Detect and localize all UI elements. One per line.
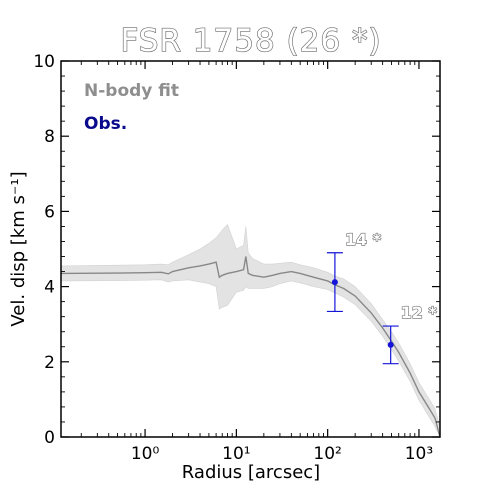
obs-point: [387, 341, 394, 348]
x-tick-label: 10⁰: [131, 444, 160, 464]
obs-point: [331, 279, 338, 286]
chart-title: FSR 1758 (26 *): [120, 23, 381, 59]
x-tick-label: 10¹: [222, 444, 250, 464]
x-tick-label: 10²: [313, 444, 341, 464]
y-tick-label: 0: [44, 428, 55, 448]
obs-count-label: 12 *: [401, 303, 438, 322]
axes: 0 2 4 6 8 10 10⁰ 10¹ 10² 10³: [33, 52, 440, 464]
x-tick-label: 10³: [405, 444, 433, 464]
x-axis-label: Radius [arcsec]: [182, 462, 320, 483]
obs-count-label: 14 *: [345, 230, 382, 249]
plot-frame: [60, 60, 441, 438]
model-line: [60, 256, 441, 438]
y-tick-label: 8: [44, 127, 55, 147]
plot-area: 14 * 12 *: [60, 223, 441, 438]
y-tick-label: 10: [33, 52, 55, 72]
legend: N-body fit Obs.: [84, 81, 179, 134]
legend-entry-model: N-body fit: [84, 81, 179, 101]
y-tick-label: 4: [44, 278, 55, 298]
y-tick-label: 2: [44, 353, 55, 373]
y-axis-label: Vel. disp [km s⁻¹]: [8, 171, 29, 326]
legend-entry-obs: Obs.: [84, 114, 127, 134]
y-tick-label: 6: [44, 202, 55, 222]
